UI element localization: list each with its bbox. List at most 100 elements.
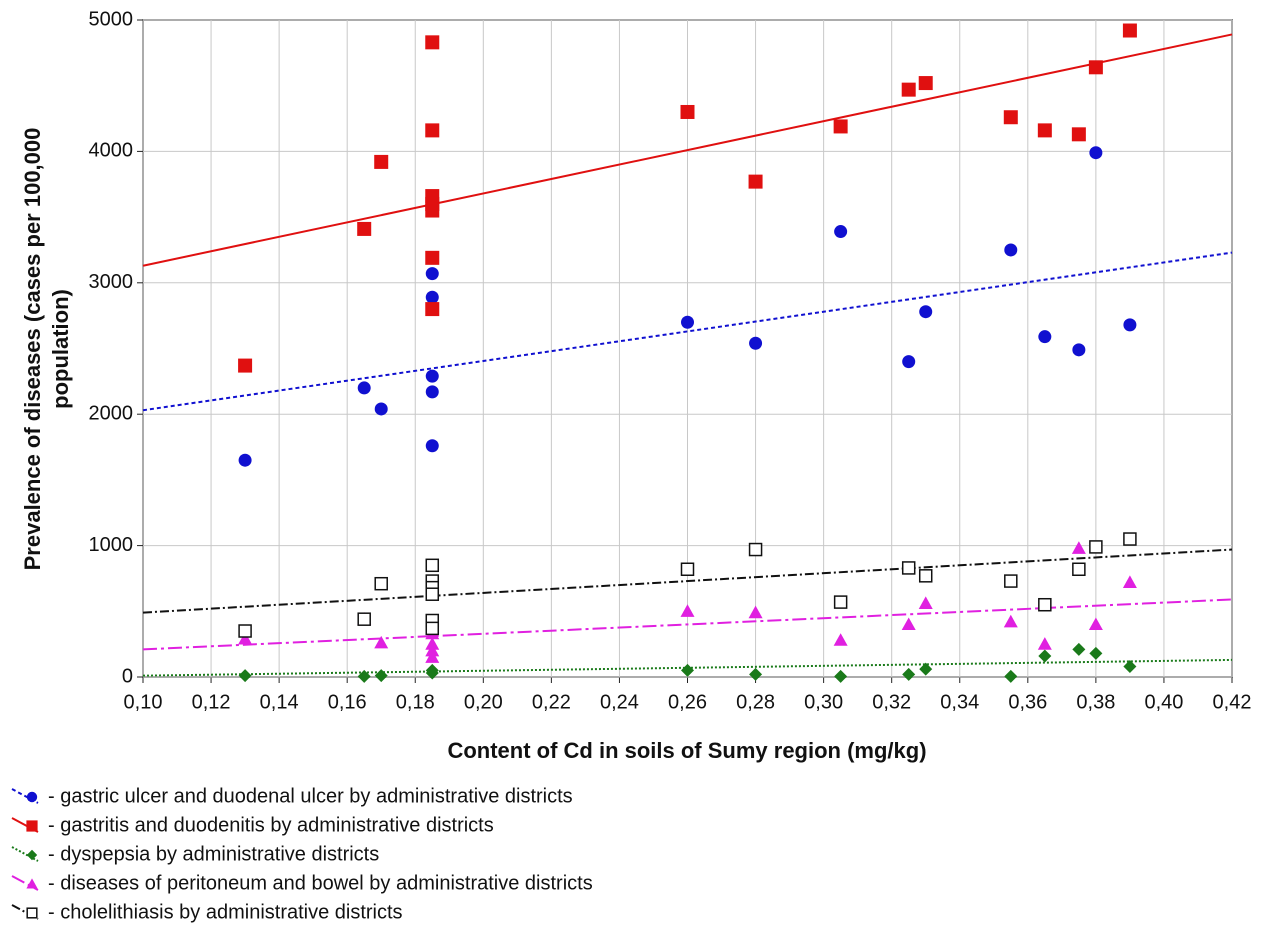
point: [425, 587, 440, 601]
y-axis-title: Prevalence of diseases (cases per 100,00…: [20, 128, 45, 571]
point: [918, 569, 933, 583]
point: [1004, 243, 1018, 257]
x-tick-label: 0,12: [192, 691, 231, 713]
x-tick-label: 0,10: [124, 691, 163, 713]
x-tick-label: 0,16: [328, 691, 367, 713]
point: [833, 633, 848, 646]
point: [425, 558, 440, 573]
point: [374, 154, 389, 169]
y-tick-label: 4000: [89, 140, 134, 162]
x-tick-label: 0,36: [1008, 691, 1047, 713]
y-tick-label: 1000: [89, 534, 134, 556]
point: [919, 662, 933, 676]
point: [833, 119, 848, 134]
point: [1037, 123, 1052, 138]
legend-item: - diseases of peritoneum and bowel by ad…: [11, 872, 593, 894]
legend-label: - gastritis and duodenitis by administra…: [48, 814, 494, 836]
point: [425, 369, 439, 383]
point: [748, 174, 763, 189]
point: [425, 250, 440, 265]
point: [749, 336, 763, 350]
point: [425, 650, 440, 663]
point: [1089, 646, 1103, 660]
trend-line: [142, 33, 1233, 267]
point: [357, 612, 371, 626]
legend-marker: [26, 820, 38, 832]
point: [238, 624, 252, 638]
point: [425, 203, 440, 218]
point: [425, 290, 439, 304]
point: [1072, 642, 1086, 656]
point: [374, 576, 388, 591]
x-tick-label: 0,30: [804, 691, 843, 713]
point: [1123, 532, 1137, 546]
point: [1122, 23, 1137, 38]
point: [425, 385, 439, 399]
point: [680, 104, 695, 119]
point: [374, 635, 389, 649]
point: [1088, 60, 1103, 75]
legend-line: [11, 846, 39, 862]
legend-line: [11, 875, 39, 891]
x-tick-label: 0,42: [1213, 691, 1252, 713]
x-axis-title: Content of Cd in soils of Sumy region (m…: [447, 738, 926, 763]
point: [1072, 562, 1086, 577]
legend-label: - dyspepsia by administrative districts: [48, 843, 379, 865]
x-tick-label: 0,26: [668, 691, 707, 713]
point: [1004, 669, 1018, 683]
point: [357, 669, 371, 683]
point: [901, 82, 916, 97]
point: [1071, 127, 1086, 142]
point: [1071, 541, 1086, 554]
y-tick-label: 5000: [89, 8, 134, 30]
x-tick-label: 0,14: [260, 691, 299, 713]
trend-line: [142, 251, 1233, 412]
legend-label: - diseases of peritoneum and bowel by ad…: [48, 872, 593, 894]
legend-marker: [26, 878, 38, 889]
point: [425, 439, 439, 453]
point: [374, 669, 388, 683]
point: [238, 358, 253, 373]
legend-marker: [26, 791, 38, 803]
x-tick-label: 0,38: [1076, 691, 1115, 713]
x-tick-label: 0,22: [532, 691, 571, 713]
legend-marker: [26, 907, 38, 919]
point: [425, 637, 440, 650]
point: [238, 631, 253, 645]
legend-item: - cholelithiasis by administrative distr…: [11, 901, 403, 923]
point: [238, 453, 252, 467]
point: [902, 355, 916, 369]
point: [1089, 540, 1103, 554]
point: [748, 542, 763, 557]
point: [1038, 330, 1052, 344]
point: [748, 605, 763, 619]
point: [680, 562, 695, 577]
point: [901, 617, 916, 631]
point: [357, 221, 372, 236]
point: [1072, 343, 1086, 357]
y-tick-label: 2000: [89, 402, 134, 424]
point: [425, 302, 440, 317]
point: [1122, 575, 1137, 588]
point: [425, 267, 439, 281]
y-tick-label: 0: [122, 665, 133, 687]
x-tick-label: 0,40: [1144, 691, 1183, 713]
legend-marker: [26, 849, 38, 861]
point: [1003, 614, 1018, 628]
point: [918, 76, 933, 91]
x-tick-label: 0,18: [396, 691, 435, 713]
y-tick-label: 3000: [89, 271, 134, 293]
x-tick-label: 0,32: [872, 691, 911, 713]
point: [238, 669, 252, 683]
x-tick-label: 0,20: [464, 691, 503, 713]
point: [1004, 574, 1018, 588]
point: [374, 402, 388, 416]
point: [681, 663, 694, 677]
point: [834, 669, 848, 683]
point: [1038, 597, 1052, 612]
legend-item: - dyspepsia by administrative districts: [11, 843, 379, 865]
point: [834, 225, 848, 239]
x-tick-label: 0,28: [736, 691, 775, 713]
point: [1089, 146, 1103, 160]
